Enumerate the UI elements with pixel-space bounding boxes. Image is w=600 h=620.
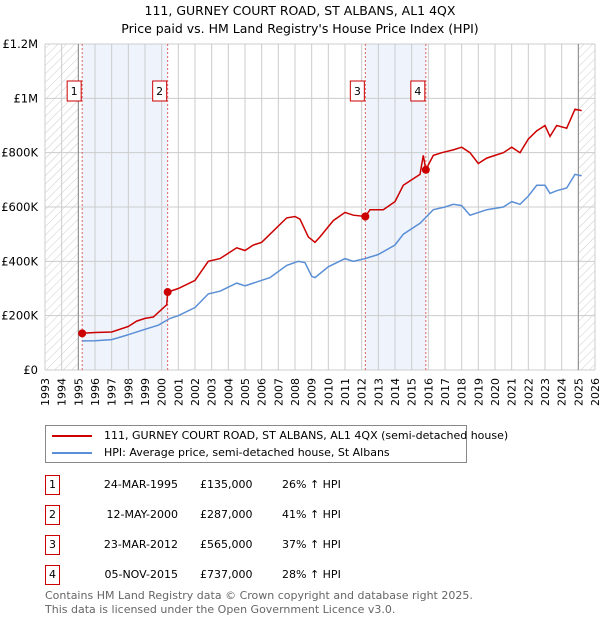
transaction-number: 2 — [45, 505, 60, 525]
sale-point — [361, 212, 370, 221]
x-tick-label: 2002 — [189, 378, 202, 406]
x-tick-label: 2004 — [222, 378, 235, 406]
transaction-number: 3 — [45, 535, 60, 555]
transaction-row: 2 12-MAY-2000 £287,000 41% ↑ HPI — [45, 505, 445, 525]
legend-label-price: 111, GURNEY COURT ROAD, ST ALBANS, AL1 4… — [104, 429, 509, 442]
transaction-hpi: 28% ↑ HPI — [282, 568, 341, 581]
x-tick-label: 1993 — [39, 378, 52, 406]
transaction-price: £565,000 — [200, 538, 253, 551]
sale-label-box — [66, 80, 82, 102]
x-tick-label: 2023 — [539, 378, 552, 406]
x-tick-label: 2015 — [406, 378, 419, 406]
legend: 111, GURNEY COURT ROAD, ST ALBANS, AL1 4… — [45, 425, 508, 463]
transaction-row: 1 24-MAR-1995 £135,000 26% ↑ HPI — [45, 475, 445, 495]
transaction-hpi: 26% ↑ HPI — [282, 478, 341, 491]
hpi-line — [82, 173, 582, 342]
sale-label: 2 — [156, 85, 163, 98]
sale-label: 1 — [71, 85, 78, 98]
sale-label-box — [349, 80, 365, 102]
price-chart: 1993 1994 1995 1996 1997 1998 1999 2000 2001 2002… — [1, 37, 600, 406]
sale-point — [78, 329, 87, 338]
footer-copyright: Contains HM Land Registry data © Crown c… — [45, 589, 473, 602]
footer-licence: This data is licensed under the Open Gov… — [45, 603, 396, 616]
x-tick-label: 1995 — [72, 378, 85, 406]
sale-point — [421, 165, 430, 174]
x-tick-label: 2011 — [339, 378, 352, 406]
x-tick-label: 2001 — [172, 378, 185, 406]
x-tick-label: 2007 — [272, 378, 285, 406]
y-tick-label: £400K — [1, 254, 38, 268]
x-tick-label: 2016 — [422, 378, 435, 406]
legend-item-hpi: HPI: Average price, semi-detached house,… — [46, 445, 390, 461]
x-tick-label: 1996 — [89, 378, 102, 406]
x-tick-label: 2003 — [206, 378, 219, 406]
x-tick-label: 2010 — [322, 378, 335, 406]
transaction-price: £135,000 — [200, 478, 253, 491]
x-tick-label: 2026 — [589, 378, 600, 406]
x-tick-label: 2013 — [372, 378, 385, 406]
x-tick-label: 2006 — [256, 378, 269, 406]
legend-item-price: 111, GURNEY COURT ROAD, ST ALBANS, AL1 4… — [46, 428, 508, 444]
chart-title: 111, GURNEY COURT ROAD, ST ALBANS, AL1 4… — [144, 3, 456, 18]
x-tick-label: 2017 — [439, 378, 452, 406]
legend-swatch-hpi — [52, 452, 92, 454]
transaction-number: 1 — [45, 475, 60, 495]
x-tick-label: 1999 — [139, 378, 152, 406]
chart-subtitle: Price paid vs. HM Land Registry's House … — [121, 21, 479, 36]
transaction-price: £737,000 — [200, 568, 253, 581]
x-tick-label: 2000 — [156, 378, 169, 406]
sale-label-box — [152, 80, 168, 102]
transaction-hpi: 37% ↑ HPI — [282, 538, 341, 551]
y-tick-label: £200K — [1, 309, 38, 323]
y-tick-label: £600K — [1, 200, 38, 214]
x-tick-label: 2022 — [522, 378, 535, 406]
x-tick-label: 2019 — [472, 378, 485, 406]
sale-label: 3 — [354, 85, 361, 98]
x-tick-label: 2020 — [489, 378, 502, 406]
x-tick-label: 2008 — [289, 378, 302, 406]
sale-label: 4 — [414, 85, 421, 98]
y-tick-label: £800K — [1, 146, 38, 160]
x-tick-label: 2018 — [456, 378, 469, 406]
transaction-date: 24-MAR-1995 — [103, 478, 178, 491]
transaction-hpi: 41% ↑ HPI — [282, 508, 341, 521]
x-tick-label: 2009 — [306, 378, 319, 406]
x-tick-label: 2014 — [389, 378, 402, 406]
x-tick-label: 2021 — [506, 378, 519, 406]
transaction-row: 3 23-MAR-2012 £565,000 37% ↑ HPI — [45, 535, 445, 555]
x-tick-label: 1997 — [106, 378, 119, 406]
transaction-price: £287,000 — [200, 508, 253, 521]
sale-point — [163, 288, 172, 297]
x-tick-label: 2005 — [239, 378, 252, 406]
legend-label-hpi: HPI: Average price, semi-detached house,… — [104, 446, 390, 459]
legend-swatch-price — [52, 435, 92, 437]
transaction-date: 12-MAY-2000 — [106, 508, 178, 521]
y-tick-label: £1.2M — [2, 37, 38, 51]
x-tick-label: 2024 — [556, 378, 569, 406]
x-tick-label: 1994 — [56, 378, 69, 406]
x-tick-label: 2025 — [572, 378, 585, 406]
x-tick-label: 1998 — [122, 378, 135, 406]
transaction-number: 4 — [45, 565, 60, 585]
y-tick-label: £1M — [13, 91, 38, 105]
sale-label-box — [410, 80, 426, 102]
transaction-date: 23-MAR-2012 — [103, 538, 178, 551]
y-tick-label: £0 — [23, 363, 38, 377]
x-tick-label: 2012 — [356, 378, 369, 406]
transaction-row: 4 05-NOV-2015 £737,000 28% ↑ HPI — [45, 565, 445, 585]
footer: Contains HM Land Registry data © Crown c… — [45, 589, 473, 617]
transaction-date: 05-NOV-2015 — [104, 568, 178, 581]
